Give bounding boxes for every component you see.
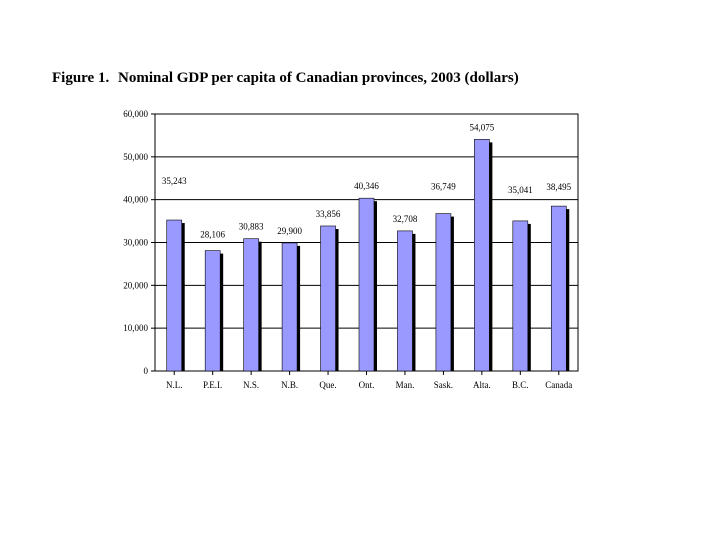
x-tick-label: Ont. bbox=[359, 380, 375, 390]
y-tick-label: 40,000 bbox=[123, 195, 148, 205]
y-axis: 0 10,000 20,000 30,000 40,000 50,000 60,000 bbox=[123, 109, 155, 376]
x-tick-label: Que. bbox=[319, 380, 336, 390]
value-labels: 35,243 28,106 30,883 29,900 33,856 40,346 32,7… bbox=[162, 122, 572, 239]
x-tick-label: Man. bbox=[396, 380, 415, 390]
value-label: 30,883 bbox=[239, 222, 264, 232]
x-tick-label: Sask. bbox=[434, 380, 453, 390]
value-label: 29,900 bbox=[277, 226, 302, 236]
y-tick-label: 50,000 bbox=[123, 152, 148, 162]
y-tick-label: 20,000 bbox=[123, 280, 148, 290]
x-tick-label: N.L. bbox=[166, 380, 183, 390]
figure-title-text: Nominal GDP per capita of Canadian provi… bbox=[118, 70, 519, 86]
bar-alta bbox=[474, 139, 490, 372]
value-label: 40,346 bbox=[354, 181, 379, 191]
bar-canada bbox=[550, 205, 567, 372]
y-tick-label: 30,000 bbox=[123, 238, 148, 248]
bar-bc bbox=[512, 220, 529, 372]
x-tick-label: P.E.I. bbox=[203, 380, 222, 390]
bar-sask bbox=[435, 213, 452, 372]
bar-nb bbox=[281, 242, 298, 372]
bar-pei bbox=[204, 250, 221, 372]
bar-nl bbox=[166, 219, 183, 372]
value-label: 35,041 bbox=[508, 185, 533, 195]
value-label: 54,075 bbox=[469, 122, 494, 132]
x-tick-label: Canada bbox=[545, 380, 572, 390]
bars bbox=[166, 139, 570, 372]
x-tick-label: Alta. bbox=[473, 380, 491, 390]
bar-ont bbox=[358, 197, 375, 372]
y-tick-label: 0 bbox=[144, 366, 149, 376]
x-axis: N.L. P.E.I. N.S. N.B. Que. Ont. Man. Sask. Alta.… bbox=[166, 371, 572, 390]
value-label: 32,708 bbox=[393, 214, 418, 224]
value-label: 33,856 bbox=[316, 209, 341, 219]
value-label: 28,106 bbox=[200, 230, 225, 240]
value-label: 36,749 bbox=[431, 182, 456, 192]
x-tick-label: N.S. bbox=[243, 380, 259, 390]
bar-ns bbox=[243, 238, 259, 372]
value-label: 35,243 bbox=[162, 176, 187, 186]
figure-title: Figure 1. Nominal GDP per capita of Canad… bbox=[52, 70, 519, 87]
y-tick-label: 60,000 bbox=[123, 109, 148, 119]
x-tick-label: B.C. bbox=[512, 380, 529, 390]
bar-man bbox=[397, 230, 413, 372]
y-tick-label: 10,000 bbox=[123, 323, 148, 333]
bar-que bbox=[320, 225, 336, 372]
x-tick-label: N.B. bbox=[281, 380, 298, 390]
figure-label: Figure 1. bbox=[52, 70, 110, 86]
value-label: 38,495 bbox=[546, 182, 571, 192]
